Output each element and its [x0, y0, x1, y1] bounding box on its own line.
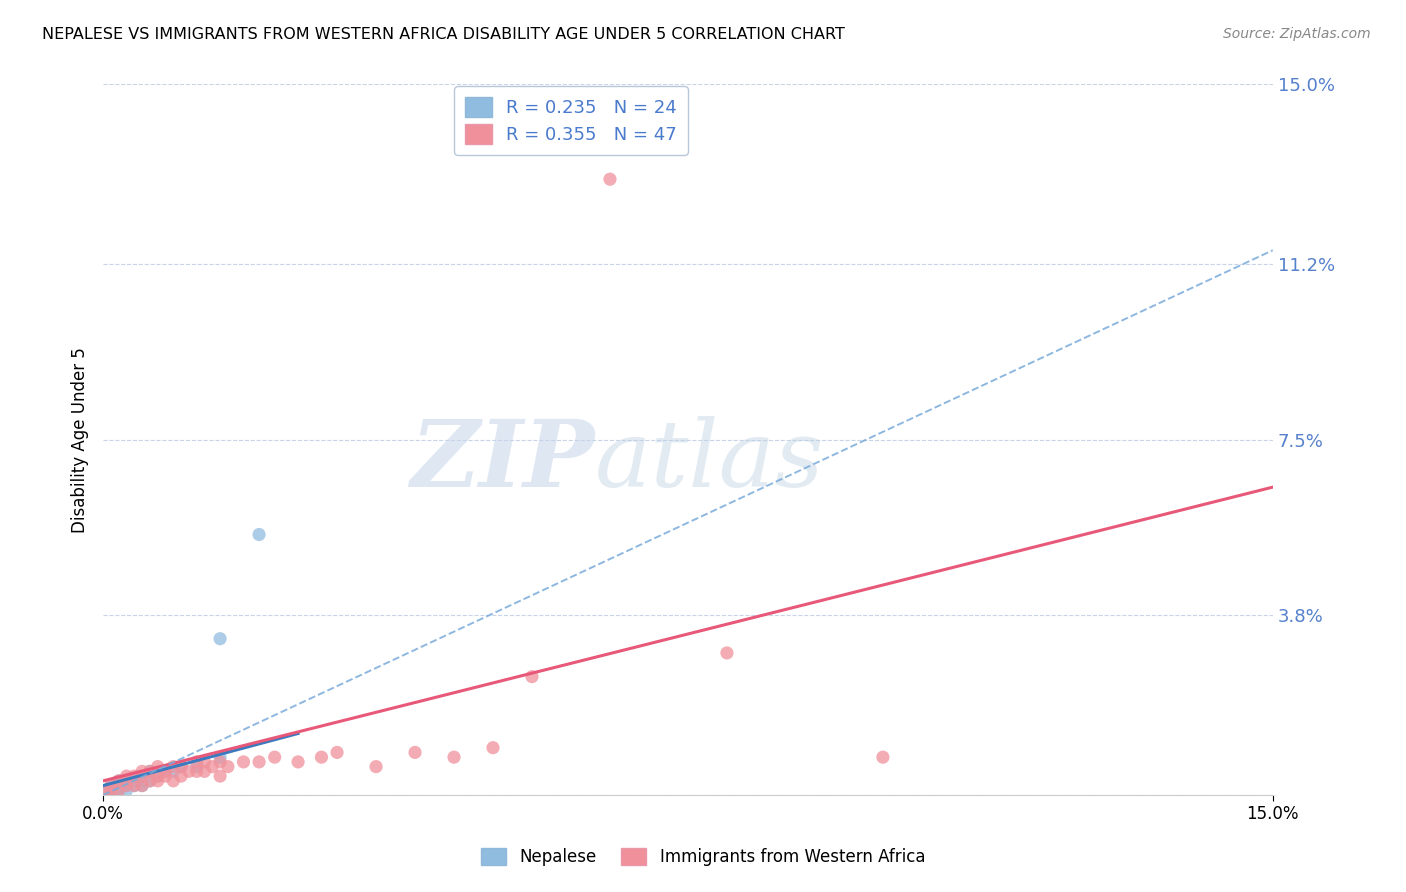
Point [364, 759, 387, 773]
Point [247, 527, 270, 541]
Point [326, 746, 349, 760]
Point [124, 779, 146, 793]
Point [131, 764, 153, 779]
Point [107, 779, 129, 793]
Point [115, 773, 138, 788]
Point [139, 764, 162, 779]
Point [146, 769, 169, 783]
Point [311, 750, 333, 764]
Point [209, 750, 232, 764]
Text: ZIP: ZIP [411, 416, 595, 506]
Point [155, 769, 177, 783]
Point [115, 773, 138, 788]
Point [247, 755, 270, 769]
Legend: R = 0.235   N = 24, R = 0.355   N = 47: R = 0.235 N = 24, R = 0.355 N = 47 [454, 87, 688, 155]
Point [170, 769, 193, 783]
Point [100, 783, 122, 797]
Point [520, 670, 543, 684]
Point [155, 764, 177, 779]
Point [96, 783, 118, 797]
Text: atlas: atlas [595, 416, 824, 506]
Point [443, 750, 465, 764]
Point [599, 172, 621, 186]
Text: Source: ZipAtlas.com: Source: ZipAtlas.com [1223, 27, 1371, 41]
Point [155, 764, 177, 779]
Point [104, 783, 127, 797]
Point [107, 783, 129, 797]
Point [131, 779, 153, 793]
Point [263, 750, 285, 764]
Point [115, 779, 138, 793]
Point [716, 646, 738, 660]
Y-axis label: Disability Age Under 5: Disability Age Under 5 [72, 347, 89, 533]
Point [124, 773, 146, 788]
Point [209, 755, 232, 769]
Point [96, 783, 118, 797]
Point [232, 755, 254, 769]
Point [131, 769, 153, 783]
Point [170, 759, 193, 773]
Point [162, 773, 184, 788]
Point [170, 759, 193, 773]
Point [100, 783, 122, 797]
Point [115, 779, 138, 793]
Point [107, 773, 129, 788]
Point [193, 764, 215, 779]
Point [872, 750, 894, 764]
Point [217, 759, 239, 773]
Point [287, 755, 309, 769]
Point [186, 764, 208, 779]
Point [107, 783, 129, 797]
Point [209, 632, 232, 646]
Point [482, 740, 505, 755]
Point [146, 769, 169, 783]
Point [209, 769, 232, 783]
Point [162, 764, 184, 779]
Point [131, 773, 153, 788]
Point [115, 783, 138, 797]
Point [186, 755, 208, 769]
Point [124, 779, 146, 793]
Text: NEPALESE VS IMMIGRANTS FROM WESTERN AFRICA DISABILITY AGE UNDER 5 CORRELATION CH: NEPALESE VS IMMIGRANTS FROM WESTERN AFRI… [42, 27, 845, 42]
Point [146, 773, 169, 788]
Point [131, 779, 153, 793]
Point [186, 759, 208, 773]
Point [193, 755, 215, 769]
Point [100, 779, 122, 793]
Point [404, 746, 426, 760]
Point [107, 773, 129, 788]
Point [139, 773, 162, 788]
Point [115, 769, 138, 783]
Point [177, 764, 200, 779]
Point [124, 769, 146, 783]
Point [162, 759, 184, 773]
Point [201, 759, 224, 773]
Point [146, 759, 169, 773]
Point [100, 779, 122, 793]
Point [139, 773, 162, 788]
Legend: Nepalese, Immigrants from Western Africa: Nepalese, Immigrants from Western Africa [474, 841, 932, 873]
Point [139, 764, 162, 779]
